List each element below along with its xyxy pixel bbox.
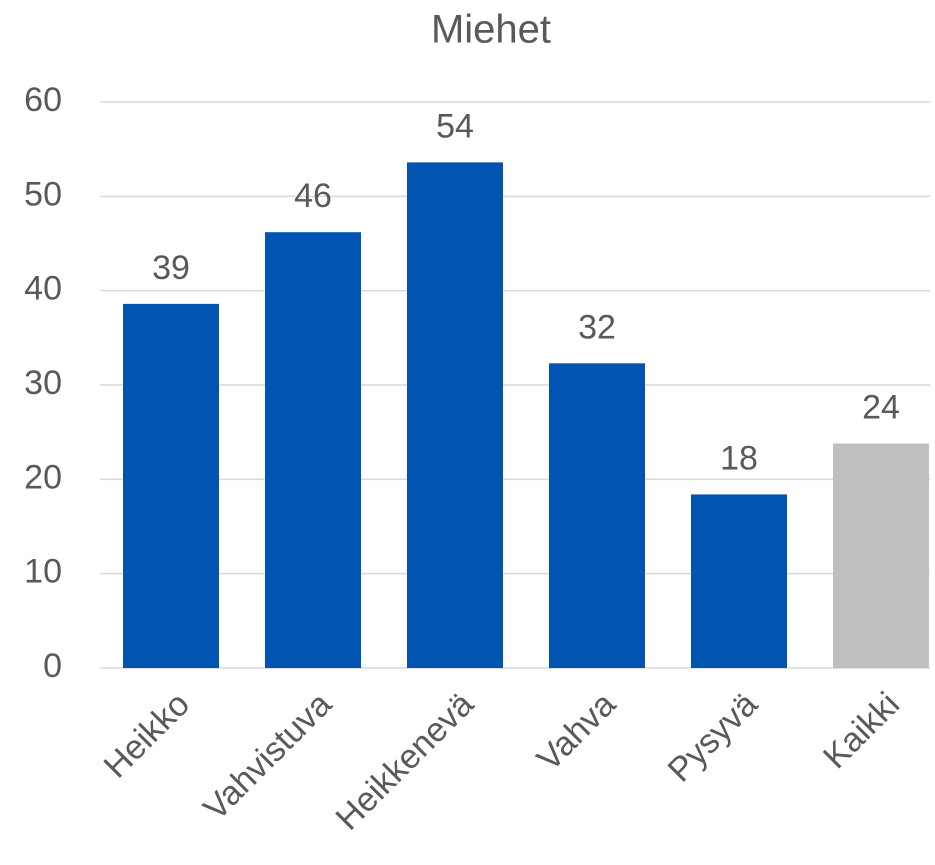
y-tick-label: 0	[43, 647, 62, 685]
bar	[265, 232, 361, 668]
data-label: 32	[578, 308, 616, 346]
data-label: 39	[152, 249, 190, 287]
y-tick-label: 20	[24, 458, 62, 496]
x-tick-label: Heikkenevä	[329, 685, 482, 838]
bar	[691, 494, 787, 668]
x-tick-label: Vahvistuva	[196, 685, 339, 828]
bar	[833, 443, 929, 668]
data-label: 54	[436, 107, 474, 145]
bar	[407, 162, 503, 668]
y-tick-label: 10	[24, 553, 62, 591]
chart-title: Miehet	[431, 8, 551, 52]
x-tick-label: Heikko	[97, 685, 197, 785]
y-tick-label: 40	[24, 270, 62, 308]
x-tick-label: Kaikki	[816, 685, 907, 776]
y-tick-label: 60	[24, 81, 62, 119]
x-tick-label: Vahva	[530, 685, 623, 778]
bar	[549, 363, 645, 668]
data-label: 18	[720, 439, 758, 477]
data-label: 46	[294, 177, 332, 215]
y-tick-label: 30	[24, 364, 62, 402]
bar	[123, 303, 219, 668]
x-tick-label: Pysyvä	[661, 685, 765, 789]
y-tick-label: 50	[24, 175, 62, 213]
data-label: 24	[862, 388, 900, 426]
